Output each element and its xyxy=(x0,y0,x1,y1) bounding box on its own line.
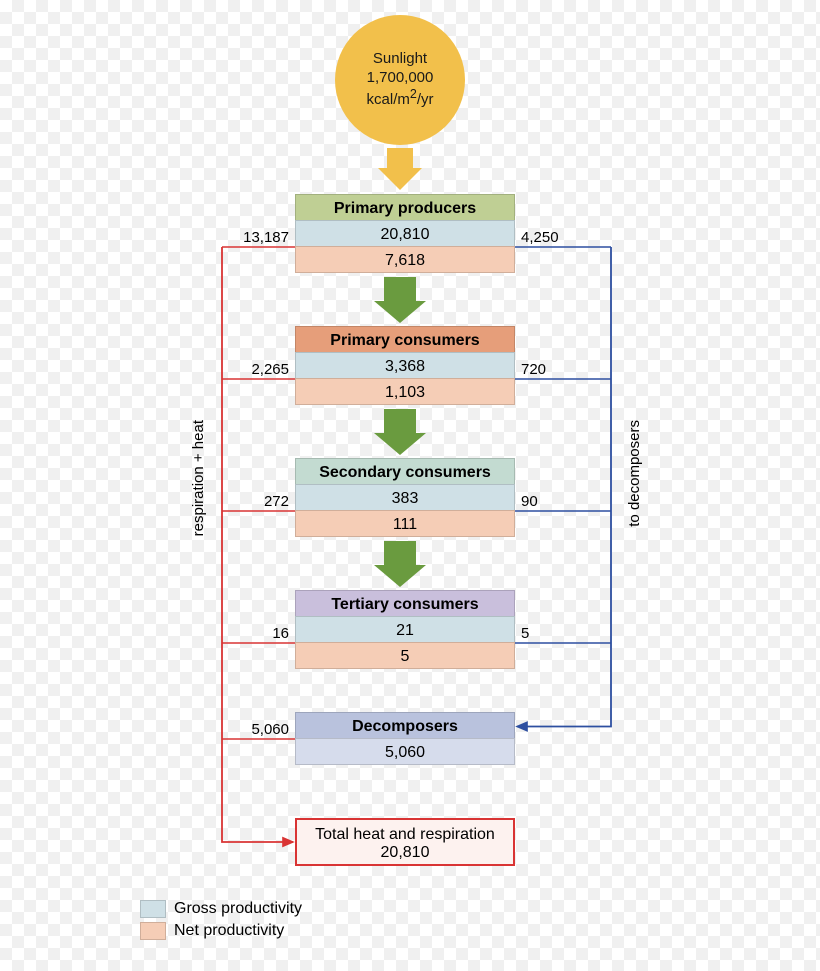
decomposers-box: Decomposers5,060 xyxy=(295,713,515,765)
level-secondary-net: 111 xyxy=(295,510,515,537)
total-line2: 20,810 xyxy=(297,844,513,862)
total-box: Total heat and respiration 20,810 xyxy=(295,818,515,866)
legend-item-1: Net productivity xyxy=(140,922,302,940)
level-tertiary-gross: 21 xyxy=(295,616,515,643)
legend-swatch xyxy=(140,900,166,918)
sun-line2: 1,700,000 xyxy=(367,69,434,86)
legend-item-0: Gross productivity xyxy=(140,900,302,918)
to-decomposers-label: to decomposers xyxy=(626,420,643,527)
level-primary: Primary consumers3,3681,103 xyxy=(295,327,515,405)
level-secondary-decomp-value: 90 xyxy=(521,493,538,510)
legend-swatch xyxy=(140,922,166,940)
legend: Gross productivity Net productivity xyxy=(140,900,302,944)
legend-label: Gross productivity xyxy=(174,900,302,918)
level-secondary-title: Secondary consumers xyxy=(295,458,515,485)
level-primary-title: Primary consumers xyxy=(295,326,515,353)
decomposers-title: Decomposers xyxy=(295,712,515,739)
level-tertiary-decomp-value: 5 xyxy=(521,625,529,642)
level-primary-gross: 3,368 xyxy=(295,352,515,379)
level-tertiary-resp-value: 16 xyxy=(272,625,289,642)
level-tertiary-title: Tertiary consumers xyxy=(295,590,515,617)
total-line1: Total heat and respiration xyxy=(297,826,513,844)
respiration-label: respiration + heat xyxy=(190,420,207,536)
level-producers-gross: 20,810 xyxy=(295,220,515,247)
sun-line3-sup: 2 xyxy=(410,87,417,101)
level-producers: Primary producers20,8107,618 xyxy=(295,195,515,273)
sun-line1: Sunlight xyxy=(373,50,427,67)
level-secondary: Secondary consumers383111 xyxy=(295,459,515,537)
level-tertiary: Tertiary consumers215 xyxy=(295,591,515,669)
sun-line3b: /yr xyxy=(417,91,434,108)
decomposers-value: 5,060 xyxy=(295,738,515,765)
level-producers-net: 7,618 xyxy=(295,246,515,273)
level-secondary-gross: 383 xyxy=(295,484,515,511)
sun-line3a: kcal/m xyxy=(367,91,410,108)
level-primary-decomp-value: 720 xyxy=(521,361,546,378)
level-tertiary-net: 5 xyxy=(295,642,515,669)
level-secondary-resp-value: 272 xyxy=(264,493,289,510)
level-producers-resp-value: 13,187 xyxy=(243,229,289,246)
level-primary-resp-value: 2,265 xyxy=(251,361,289,378)
sun-circle: Sunlight 1,700,000 kcal/m2/yr xyxy=(335,15,465,145)
legend-label: Net productivity xyxy=(174,922,284,940)
level-producers-decomp-value: 4,250 xyxy=(521,229,559,246)
level-primary-net: 1,103 xyxy=(295,378,515,405)
decomposers-resp-value: 5,060 xyxy=(251,721,289,738)
level-producers-title: Primary producers xyxy=(295,194,515,221)
